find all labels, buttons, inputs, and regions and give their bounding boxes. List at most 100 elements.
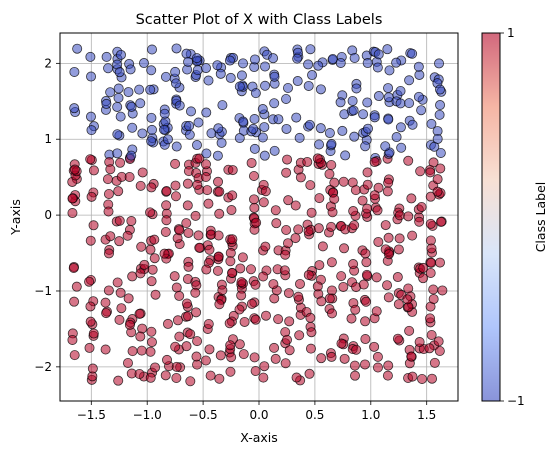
point-class-neg1 [163, 135, 172, 144]
point-class-neg1 [171, 79, 180, 88]
point-class-1 [325, 169, 334, 178]
point-class-1 [339, 177, 348, 186]
point-class-neg1 [171, 67, 180, 76]
point-class-1 [433, 175, 442, 184]
point-class-neg1 [235, 82, 244, 91]
point-class-1 [103, 175, 112, 184]
point-class-1 [271, 206, 280, 215]
point-class-1 [374, 237, 383, 246]
point-class-1 [72, 282, 81, 291]
point-class-1 [247, 299, 256, 308]
point-class-1 [294, 225, 303, 234]
point-class-1 [383, 187, 392, 196]
point-class-1 [195, 243, 204, 252]
point-class-neg1 [214, 124, 223, 133]
point-class-1 [407, 352, 416, 361]
point-class-neg1 [116, 50, 125, 59]
point-class-1 [361, 249, 370, 258]
point-class-1 [436, 164, 445, 173]
point-class-neg1 [270, 146, 279, 155]
point-class-1 [295, 279, 304, 288]
point-class-neg1 [341, 151, 350, 160]
point-class-1 [218, 286, 227, 295]
point-class-neg1 [260, 151, 269, 160]
point-class-1 [271, 354, 280, 363]
point-class-neg1 [204, 76, 213, 85]
point-class-1 [249, 171, 258, 180]
point-class-neg1 [192, 140, 201, 149]
point-class-1 [214, 231, 223, 240]
point-class-1 [435, 346, 444, 355]
point-class-neg1 [102, 52, 111, 61]
point-class-1 [115, 315, 124, 324]
point-class-1 [372, 307, 381, 316]
point-class-1 [137, 346, 146, 355]
point-class-neg1 [113, 130, 122, 139]
point-class-neg1 [435, 100, 444, 109]
point-class-neg1 [115, 68, 124, 77]
point-class-1 [435, 258, 444, 267]
point-class-1 [417, 374, 426, 383]
colorbar-label: Class Label [533, 182, 548, 253]
point-class-1 [186, 377, 195, 386]
point-class-1 [101, 298, 110, 307]
point-class-neg1 [127, 102, 136, 111]
point-class-1 [305, 369, 314, 378]
point-class-1 [136, 332, 145, 341]
point-class-1 [408, 372, 417, 381]
point-class-1 [370, 342, 379, 351]
point-class-1 [259, 198, 268, 207]
point-class-1 [125, 320, 134, 329]
point-class-1 [294, 292, 303, 301]
point-class-neg1 [147, 125, 156, 134]
point-class-neg1 [405, 76, 414, 85]
point-class-1 [237, 278, 246, 287]
point-class-1 [162, 186, 171, 195]
point-class-neg1 [258, 133, 267, 142]
point-class-neg1 [114, 93, 123, 102]
point-class-1 [226, 257, 235, 266]
point-class-neg1 [114, 84, 123, 93]
point-class-1 [89, 329, 98, 338]
point-class-1 [384, 178, 393, 187]
point-class-neg1 [363, 98, 372, 107]
point-class-1 [215, 209, 224, 218]
point-class-1 [362, 258, 371, 267]
point-class-1 [213, 266, 222, 275]
point-class-1 [251, 366, 260, 375]
point-class-neg1 [124, 87, 133, 96]
point-class-1 [349, 259, 358, 268]
point-class-neg1 [185, 130, 194, 139]
point-class-1 [102, 308, 111, 317]
point-class-1 [146, 245, 155, 254]
point-class-1 [407, 194, 416, 203]
point-class-1 [349, 206, 358, 215]
point-class-1 [127, 216, 136, 225]
point-class-1 [393, 334, 402, 343]
point-class-1 [161, 371, 170, 380]
point-class-1 [339, 282, 348, 291]
x-tick-label: −1.5 [77, 408, 106, 422]
point-class-neg1 [184, 121, 193, 130]
point-class-neg1 [293, 76, 302, 85]
point-class-1 [162, 201, 171, 210]
point-class-1 [351, 305, 360, 314]
point-class-1 [373, 352, 382, 361]
point-class-1 [384, 233, 393, 242]
point-class-1 [116, 288, 125, 297]
point-class-1 [363, 168, 372, 177]
point-class-neg1 [251, 89, 260, 98]
point-class-1 [228, 235, 237, 244]
point-class-1 [228, 191, 237, 200]
point-class-1 [415, 337, 424, 346]
point-class-1 [183, 179, 192, 188]
point-class-neg1 [217, 138, 226, 147]
point-class-1 [384, 250, 393, 259]
point-class-neg1 [396, 86, 405, 95]
point-class-1 [325, 294, 334, 303]
point-class-1 [425, 314, 434, 323]
point-class-1 [203, 186, 212, 195]
point-class-1 [351, 186, 360, 195]
point-class-neg1 [186, 107, 195, 116]
